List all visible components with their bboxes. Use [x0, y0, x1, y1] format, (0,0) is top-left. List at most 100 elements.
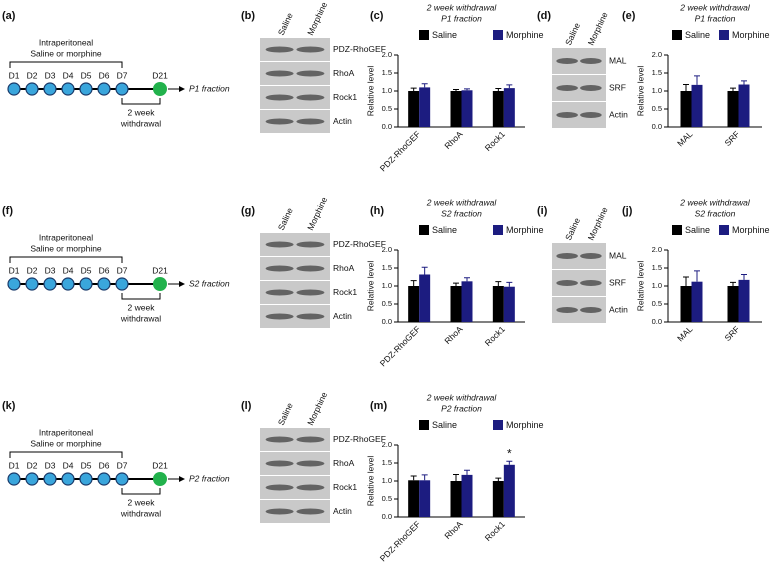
error-bar — [683, 276, 689, 286]
band-label: MAL — [609, 250, 627, 260]
legend-swatch — [493, 225, 503, 235]
lane-label: Saline — [563, 216, 582, 242]
day-label: D2 — [27, 460, 38, 470]
day-dot — [115, 82, 129, 96]
bar — [408, 91, 420, 127]
day-label: D5 — [81, 265, 92, 275]
bar — [408, 286, 420, 322]
error-bar — [694, 75, 700, 85]
fraction-label: P1 fraction — [189, 83, 230, 93]
y-tick-label: 2.0 — [652, 245, 662, 254]
panel-label: (g) — [241, 205, 255, 217]
x-tick-label: RhoA — [442, 519, 464, 541]
legend-swatch — [419, 225, 429, 235]
blot-band — [296, 313, 325, 320]
blot-band — [580, 112, 602, 118]
lane-label: Saline — [276, 206, 295, 232]
day-dot — [7, 472, 21, 486]
bar — [691, 84, 703, 127]
error-bar — [421, 266, 428, 275]
legend-swatch — [493, 420, 503, 430]
band-label: Rock1 — [333, 482, 357, 492]
withdrawal-label: 2 week — [128, 302, 156, 312]
day-dot — [25, 82, 39, 96]
blot-band — [556, 85, 578, 91]
bar — [450, 91, 462, 127]
blot-band — [296, 436, 325, 443]
fraction-label: P2 fraction — [189, 473, 230, 483]
day-label: D6 — [99, 265, 110, 275]
day-dot — [97, 277, 111, 291]
y-tick-label: 0.5 — [652, 104, 662, 113]
error-bar — [741, 80, 747, 85]
blot-band — [580, 280, 602, 286]
y-tick-label: 0.0 — [652, 317, 662, 326]
panel-label: (l) — [241, 400, 252, 412]
bar — [503, 286, 515, 322]
legend-label: Saline — [685, 30, 710, 40]
chart-title: 2 week withdrawal — [679, 2, 751, 12]
chart-title: 2 week withdrawal — [426, 2, 498, 12]
bracket — [121, 98, 161, 105]
y-axis-label: Relative level — [365, 261, 375, 312]
bar — [691, 281, 703, 322]
band-label: RhoA — [333, 458, 355, 468]
blot-strip — [260, 305, 330, 328]
bar — [727, 286, 739, 322]
day-label: D3 — [45, 265, 56, 275]
x-tick-label: RhoA — [442, 129, 464, 151]
blot-band — [265, 46, 294, 53]
blot-strip — [260, 476, 330, 499]
withdrawal-label: withdrawal — [120, 313, 161, 323]
withdrawal-label: withdrawal — [120, 118, 161, 128]
day-dot — [79, 472, 93, 486]
bar — [680, 91, 692, 127]
chart-subtitle: P1 fraction — [695, 13, 736, 23]
error-bar — [421, 83, 428, 88]
lane-label: Morphine — [586, 205, 610, 242]
legend-label: Morphine — [506, 225, 544, 235]
y-tick-label: 0.5 — [382, 104, 392, 113]
x-tick-label: PDZ-RhoGEF — [378, 129, 422, 173]
day-dot — [25, 472, 39, 486]
legend-swatch — [672, 225, 682, 235]
band-label: Actin — [333, 311, 352, 321]
bar — [450, 481, 462, 517]
bracket — [121, 488, 161, 495]
y-tick-label: 1.5 — [382, 458, 392, 467]
panel-label: (j) — [622, 205, 633, 217]
y-tick-label: 1.0 — [652, 281, 662, 290]
blot-band — [296, 460, 325, 467]
band-label: RhoA — [333, 68, 355, 78]
legend-swatch — [719, 225, 729, 235]
arrow-head — [179, 281, 185, 287]
chart-subtitle: P2 fraction — [441, 403, 482, 413]
blot-band — [556, 307, 578, 313]
panel-label: (m) — [370, 400, 387, 412]
day-label: D21 — [152, 265, 168, 275]
legend-swatch — [419, 30, 429, 40]
end-dot — [153, 82, 167, 96]
blot-band — [296, 265, 325, 272]
legend-label: Morphine — [732, 225, 770, 235]
bracket — [9, 451, 123, 458]
y-tick-label: 1.0 — [382, 476, 392, 485]
blot-band — [580, 58, 602, 64]
day-dot — [79, 277, 93, 291]
blot-band — [296, 484, 325, 491]
bracket-label: Saline or morphine — [30, 243, 102, 253]
day-dot — [7, 82, 21, 96]
error-bar — [730, 87, 736, 91]
lane-label: Morphine — [305, 195, 329, 232]
day-label: D4 — [63, 265, 74, 275]
bar — [503, 88, 515, 127]
y-tick-label: 0.0 — [652, 122, 662, 131]
panel-label: (a) — [2, 10, 16, 22]
blot-strip — [260, 452, 330, 475]
y-tick-label: 0.0 — [382, 512, 392, 521]
arrow-head — [179, 86, 185, 92]
bracket-label: Intraperitoneal — [39, 427, 93, 437]
day-dot — [61, 82, 75, 96]
error-bar — [506, 281, 513, 287]
x-tick-label: Rock1 — [483, 519, 507, 543]
